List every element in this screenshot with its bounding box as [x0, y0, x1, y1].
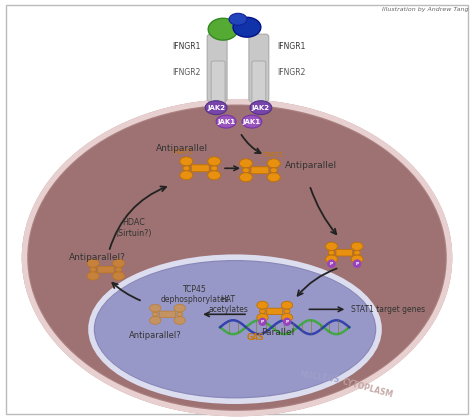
Ellipse shape — [91, 257, 379, 401]
Circle shape — [328, 260, 335, 267]
Ellipse shape — [326, 242, 337, 251]
Ellipse shape — [210, 166, 218, 171]
Text: Antiparallel: Antiparallel — [155, 144, 208, 153]
Ellipse shape — [152, 312, 158, 316]
Ellipse shape — [180, 157, 193, 166]
Text: NUCLEUS: NUCLEUS — [299, 370, 340, 384]
Text: IFNGR1: IFNGR1 — [278, 41, 306, 51]
Text: JAK1: JAK1 — [217, 119, 235, 124]
FancyBboxPatch shape — [251, 167, 269, 174]
Ellipse shape — [267, 159, 280, 168]
Ellipse shape — [208, 157, 220, 166]
Text: Illustration by Andrew Tang: Illustration by Andrew Tang — [382, 8, 468, 12]
Ellipse shape — [351, 255, 363, 263]
Circle shape — [259, 318, 266, 325]
Ellipse shape — [149, 316, 161, 324]
Ellipse shape — [239, 173, 252, 182]
Text: STAT1: STAT1 — [173, 150, 194, 155]
Ellipse shape — [267, 173, 280, 182]
Text: Parallel: Parallel — [261, 328, 294, 337]
Ellipse shape — [174, 304, 185, 312]
Ellipse shape — [208, 18, 238, 40]
Ellipse shape — [177, 312, 183, 316]
Ellipse shape — [183, 166, 190, 171]
Text: TCP45
dephosphorylates: TCP45 dephosphorylates — [161, 285, 230, 304]
Ellipse shape — [113, 272, 125, 280]
Text: Antiparallel?: Antiparallel? — [69, 253, 126, 262]
Ellipse shape — [90, 267, 96, 272]
FancyBboxPatch shape — [211, 61, 225, 107]
FancyBboxPatch shape — [207, 34, 227, 102]
Ellipse shape — [257, 301, 268, 309]
Text: P: P — [356, 262, 359, 266]
Ellipse shape — [281, 313, 292, 321]
Text: Antiparallel: Antiparallel — [285, 161, 337, 170]
Ellipse shape — [28, 106, 446, 410]
Text: STAT1: STAT1 — [262, 153, 283, 158]
Ellipse shape — [354, 251, 360, 255]
Ellipse shape — [250, 101, 272, 115]
Ellipse shape — [180, 171, 193, 180]
Ellipse shape — [326, 255, 337, 263]
Ellipse shape — [95, 261, 375, 397]
Text: STAT1 target genes: STAT1 target genes — [351, 305, 425, 314]
Text: IFNGR2: IFNGR2 — [172, 68, 200, 78]
Text: P: P — [261, 320, 264, 324]
FancyBboxPatch shape — [159, 311, 175, 318]
Ellipse shape — [149, 304, 161, 312]
Text: IFNGR2: IFNGR2 — [278, 68, 306, 78]
Text: CYTOPLASM: CYTOPLASM — [341, 378, 393, 400]
Text: Antiparallel?: Antiparallel? — [129, 331, 182, 340]
Ellipse shape — [242, 115, 262, 128]
Ellipse shape — [243, 168, 249, 173]
Ellipse shape — [281, 301, 292, 309]
Ellipse shape — [257, 313, 268, 321]
Circle shape — [354, 260, 361, 267]
Ellipse shape — [233, 17, 261, 37]
Text: P: P — [285, 320, 289, 324]
Text: JAK2: JAK2 — [207, 105, 225, 111]
Ellipse shape — [284, 309, 290, 313]
Ellipse shape — [270, 168, 277, 173]
Ellipse shape — [351, 242, 363, 251]
FancyBboxPatch shape — [252, 61, 266, 107]
Ellipse shape — [259, 309, 265, 313]
Text: JAK2: JAK2 — [252, 105, 270, 111]
Ellipse shape — [113, 259, 125, 267]
Text: P: P — [330, 262, 333, 266]
Ellipse shape — [208, 171, 220, 180]
Text: GAS: GAS — [246, 333, 264, 341]
FancyBboxPatch shape — [267, 308, 283, 315]
FancyBboxPatch shape — [6, 5, 468, 414]
Ellipse shape — [174, 316, 185, 324]
Text: HDAC
(Sirtuin?): HDAC (Sirtuin?) — [116, 218, 152, 238]
Ellipse shape — [239, 159, 252, 168]
Ellipse shape — [205, 101, 227, 115]
Text: HAT
acetylates: HAT acetylates — [208, 295, 248, 314]
FancyBboxPatch shape — [98, 266, 114, 273]
Ellipse shape — [22, 100, 452, 416]
Text: JAK1: JAK1 — [243, 119, 261, 124]
Ellipse shape — [87, 259, 99, 267]
FancyBboxPatch shape — [249, 34, 269, 102]
FancyBboxPatch shape — [191, 165, 209, 172]
Circle shape — [283, 318, 291, 325]
Ellipse shape — [229, 13, 247, 25]
Ellipse shape — [116, 267, 122, 272]
FancyBboxPatch shape — [336, 249, 353, 256]
Ellipse shape — [328, 251, 335, 255]
Text: IFNGR1: IFNGR1 — [172, 41, 200, 51]
Ellipse shape — [87, 272, 99, 280]
Ellipse shape — [216, 115, 236, 128]
